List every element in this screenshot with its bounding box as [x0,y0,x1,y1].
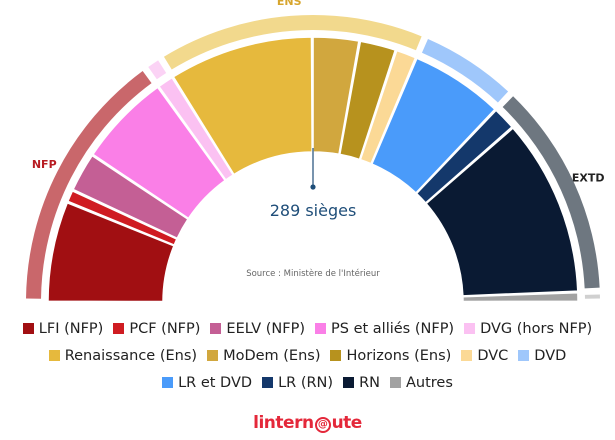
legend-swatch [315,323,327,334]
logo-text-1: l [253,413,259,433]
legend-swatch [518,350,530,361]
sector-modem-ens [312,36,360,156]
band-label-nfp: NFP [32,158,57,171]
sector-renaissance-ens [172,36,313,176]
legend-item-dvc: DVC [461,343,508,370]
sector-dvc [359,49,417,165]
band-dvg [148,60,167,80]
legend-item-lr-rn: LR (RN) [262,370,333,397]
legend-label: DVD [534,348,567,364]
legend-row-1: LFI (NFP) PCF (NFP) EELV (NFP) PS et alliés… [0,316,615,343]
legend-swatch [210,323,222,334]
legend-item-rn: RN [343,370,380,397]
legend-item-renaissance-ens: Renaissance (Ens) [48,343,198,370]
band-label-extd: EXTD [572,172,605,185]
legend-label: MoDem (Ens) [223,348,321,364]
legend-label: PCF (NFP) [129,321,201,337]
legend-label: LFI (NFP) [38,321,104,337]
band-ens [163,15,422,70]
legend-label: PS et alliés (NFP) [331,321,455,337]
legend-label: LR et DVD [178,375,253,391]
legend-item-pcf-nfp: PCF (NFP) [113,316,200,343]
band-extd [502,96,600,289]
sector-autres [462,291,579,303]
legend-item-lr-et-dvd: LR et DVD [162,370,252,397]
band-label-ens: ENS [277,0,302,8]
sector-lr-et-dvd [370,57,496,194]
majority-label: 289 sièges [270,201,357,220]
legend-swatch [162,377,174,388]
legend-swatch [113,323,125,334]
legend-swatch [343,377,355,388]
legend-item-modem-ens: MoDem (Ens) [207,343,320,370]
sector-ps-et-allies-nfp [91,86,227,220]
sector-lfi-nfp [47,201,175,303]
logo-at-glyph: @ [314,417,331,433]
legend-swatch [464,323,476,334]
logo-text-2: intern [258,413,314,433]
legend-item-dvg-hors-nfp: DVG (hors NFP) [464,316,592,343]
band-nfp [26,71,152,299]
legend-item-ps-et-allies-nfp: PS et alliés (NFP) [315,316,454,343]
hemicycle-chart: NFP ENS EXTD 289 sièges Source : Ministère d… [26,0,605,303]
legend-swatch [330,350,342,361]
sector-rn [425,127,579,297]
legend-label: Horizons (Ens) [346,348,452,364]
legend-label: DVC [477,348,509,364]
legend-label: DVG (hors NFP) [480,321,593,337]
sector-eelv-nfp [72,154,189,240]
legend-swatch [207,350,219,361]
linternaute-logo: lintern @ ute [0,413,615,433]
sector-lr-rn [415,109,513,204]
band-dvd [421,39,509,103]
logo-text-3: ute [331,413,363,433]
legend-item-autres: Autres [389,370,453,397]
legend: LFI (NFP) PCF (NFP) EELV (NFP) PS et alliés… [0,316,615,397]
legend-item-eelv-nfp: EELV (NFP) [210,316,305,343]
sector-pcf-nfp [66,189,178,247]
legend-swatch [389,377,401,388]
legend-label: LR (RN) [278,375,334,391]
legend-label: Autres [405,375,453,391]
legend-row-3: LR et DVD LR (RN) RN Autres [0,370,615,397]
legend-label: RN [359,375,380,391]
legend-label: Renaissance (Ens) [64,348,198,364]
legend-swatch [48,350,60,361]
legend-swatch [262,377,274,388]
legend-item-horizons-ens: Horizons (Ens) [330,343,451,370]
legend-item-lfi-nfp: LFI (NFP) [22,316,104,343]
sector-horizons-ens [338,40,397,161]
legend-swatch [461,350,473,361]
legend-label: EELV (NFP) [226,321,306,337]
legend-row-2: Renaissance (Ens) MoDem (Ens) Horizons (En… [0,343,615,370]
majority-dot [310,184,316,190]
band-aut [584,294,600,299]
legend-item-dvd: DVD [518,343,566,370]
legend-swatch [22,323,34,334]
sector-dvg-hors-nfp [157,76,235,182]
source-note: Source : Ministère de l'Intérieur [246,268,380,279]
